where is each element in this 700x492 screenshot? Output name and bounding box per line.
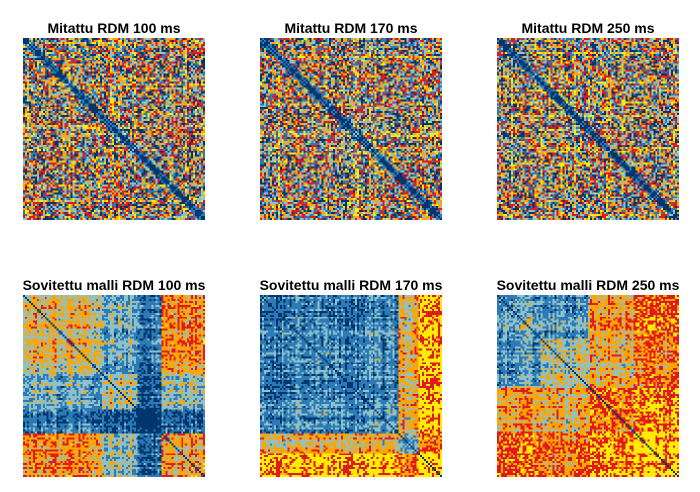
rdm-heatmap-measured-170 — [260, 38, 442, 220]
panel-title: Sovitettu malli RDM 100 ms — [22, 277, 206, 293]
rdm-heatmap-fitted-250 — [497, 295, 679, 477]
panel-title: Sovitettu malli RDM 170 ms — [259, 277, 443, 293]
panel-title: Mitattu RDM 250 ms — [521, 20, 655, 36]
panel-title: Sovitettu malli RDM 250 ms — [496, 277, 680, 293]
rdm-heatmap-fitted-170 — [260, 295, 442, 477]
panel-title: Mitattu RDM 170 ms — [284, 20, 418, 36]
rdm-heatmap-measured-100 — [23, 38, 205, 220]
rdm-heatmap-measured-250 — [497, 38, 679, 220]
rdm-heatmap-fitted-100 — [23, 295, 205, 477]
panel-title: Mitattu RDM 100 ms — [47, 20, 181, 36]
